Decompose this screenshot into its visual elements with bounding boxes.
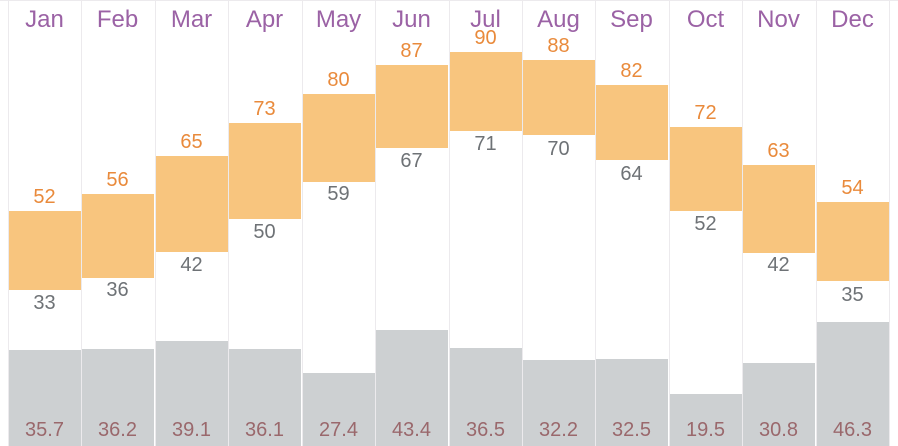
precipitation-bar bbox=[156, 341, 228, 446]
precipitation-bar bbox=[596, 359, 668, 446]
precipitation-value: 30.8 bbox=[759, 419, 798, 441]
high-temp-value: 65 bbox=[180, 131, 203, 153]
precipitation-value: 27.4 bbox=[319, 419, 358, 441]
high-temp-value: 80 bbox=[327, 69, 350, 91]
column-separator bbox=[228, 1, 229, 446]
low-temp-value: 50 bbox=[253, 221, 276, 243]
precipitation-value: 39.1 bbox=[172, 419, 211, 441]
high-temp-value: 54 bbox=[841, 177, 864, 199]
low-temp-value: 36 bbox=[106, 279, 129, 301]
temperature-range-bar bbox=[376, 65, 448, 148]
precipitation-bar bbox=[229, 349, 301, 446]
month-label: Oct bbox=[686, 6, 725, 33]
chart-top-border bbox=[0, 0, 898, 1]
low-temp-value: 42 bbox=[180, 254, 203, 276]
high-temp-value: 73 bbox=[253, 98, 276, 120]
column-separator bbox=[81, 1, 82, 446]
temperature-range-bar bbox=[9, 211, 81, 290]
precipitation-bar bbox=[82, 349, 154, 446]
column-separator bbox=[742, 1, 743, 446]
precipitation-value: 36.2 bbox=[98, 419, 137, 441]
low-temp-value: 35 bbox=[841, 284, 864, 306]
high-temp-value: 90 bbox=[474, 27, 497, 49]
high-temp-value: 82 bbox=[620, 60, 643, 82]
precipitation-bar bbox=[376, 330, 448, 446]
high-temp-value: 72 bbox=[694, 102, 717, 124]
temperature-range-bar bbox=[817, 202, 889, 281]
column-separator bbox=[8, 1, 9, 446]
temperature-range-bar bbox=[743, 165, 815, 253]
precipitation-bar bbox=[523, 360, 595, 446]
column-separator bbox=[889, 1, 890, 446]
month-label: Apr bbox=[245, 6, 284, 33]
high-temp-value: 87 bbox=[400, 40, 423, 62]
precipitation-bar bbox=[450, 348, 522, 446]
month-label: Mar bbox=[170, 6, 213, 33]
high-temp-value: 63 bbox=[767, 140, 790, 162]
low-temp-value: 71 bbox=[474, 133, 497, 155]
precipitation-bar bbox=[743, 363, 815, 446]
precipitation-bar bbox=[817, 322, 889, 446]
column-separator bbox=[816, 1, 817, 446]
high-temp-value: 88 bbox=[547, 35, 570, 57]
high-temp-value: 52 bbox=[33, 186, 56, 208]
temperature-range-bar bbox=[303, 94, 375, 182]
month-label: Aug bbox=[537, 6, 580, 33]
precipitation-value: 32.5 bbox=[612, 419, 651, 441]
month-label: Jul bbox=[470, 6, 501, 33]
low-temp-value: 67 bbox=[400, 150, 423, 172]
column-separator bbox=[522, 1, 523, 446]
month-label: Jun bbox=[392, 6, 431, 33]
column-separator bbox=[669, 1, 670, 446]
precipitation-value: 43.4 bbox=[392, 419, 431, 441]
high-temp-value: 56 bbox=[106, 169, 129, 191]
month-label: Dec bbox=[831, 6, 874, 33]
column-separator bbox=[155, 1, 156, 446]
precipitation-bar bbox=[670, 394, 742, 446]
temperature-range-bar bbox=[670, 127, 742, 211]
month-label: Jan bbox=[25, 6, 64, 33]
month-label: Feb bbox=[96, 6, 139, 33]
precipitation-bar bbox=[303, 373, 375, 446]
column-separator bbox=[449, 1, 450, 446]
precipitation-value: 36.5 bbox=[466, 419, 505, 441]
precipitation-value: 19.5 bbox=[686, 419, 725, 441]
temperature-range-bar bbox=[82, 194, 154, 278]
column-separator bbox=[302, 1, 303, 446]
column-separator bbox=[375, 1, 376, 446]
temperature-range-bar bbox=[596, 85, 668, 160]
temperature-range-bar bbox=[523, 60, 595, 135]
precipitation-value: 36.1 bbox=[245, 419, 284, 441]
temperature-range-bar bbox=[229, 123, 301, 219]
column-separator bbox=[595, 1, 596, 446]
low-temp-value: 59 bbox=[327, 183, 350, 205]
temperature-range-bar bbox=[156, 156, 228, 252]
precipitation-bar bbox=[9, 350, 81, 446]
precipitation-value: 32.2 bbox=[539, 419, 578, 441]
month-label: Nov bbox=[757, 6, 800, 33]
low-temp-value: 52 bbox=[694, 213, 717, 235]
precipitation-value: 35.7 bbox=[25, 419, 64, 441]
low-temp-value: 42 bbox=[767, 254, 790, 276]
precipitation-value: 46.3 bbox=[833, 419, 872, 441]
low-temp-value: 33 bbox=[33, 292, 56, 314]
month-label: Sep bbox=[610, 6, 653, 33]
temperature-range-bar bbox=[450, 52, 522, 131]
low-temp-value: 70 bbox=[547, 138, 570, 160]
month-label: May bbox=[315, 6, 362, 33]
low-temp-value: 64 bbox=[620, 163, 643, 185]
